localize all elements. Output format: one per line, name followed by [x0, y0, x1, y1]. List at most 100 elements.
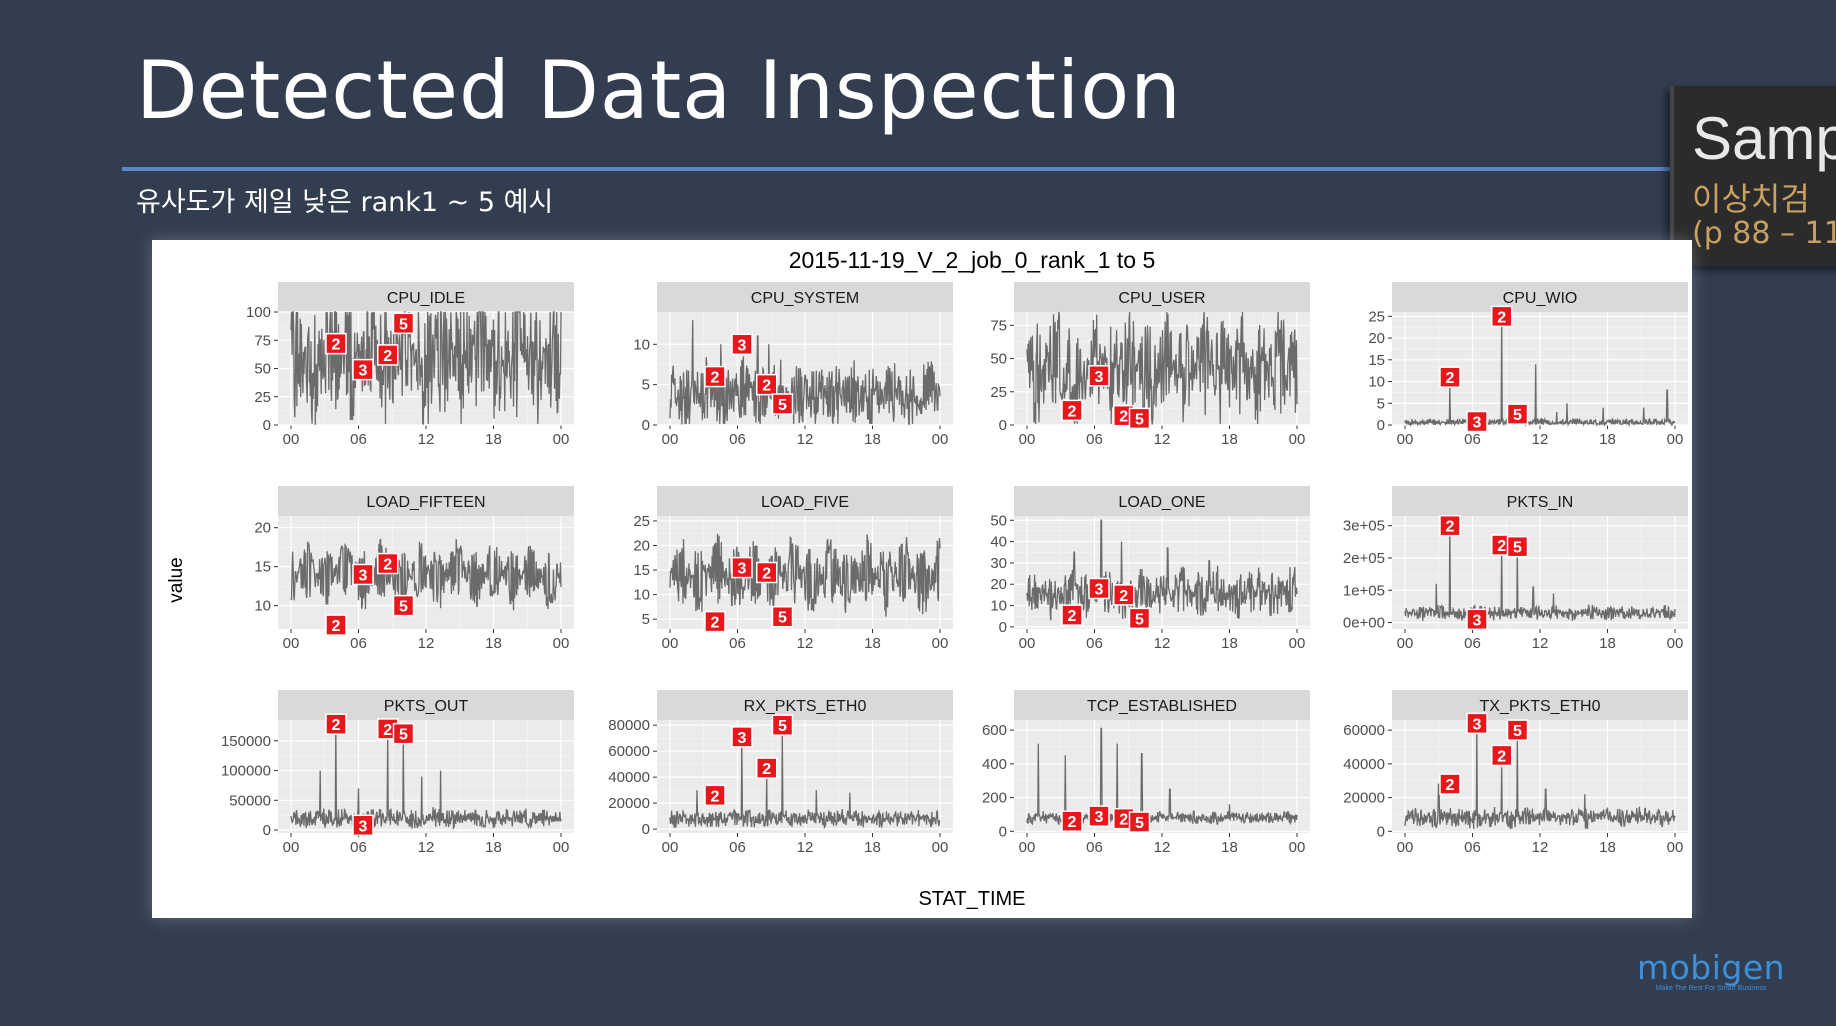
y-tick-label: 10 [254, 598, 271, 615]
x-tick-label: 06 [1086, 431, 1103, 448]
rank-marker-label: 5 [1513, 540, 1522, 557]
rank-marker: 3 [352, 563, 374, 586]
rank-marker-box [1439, 514, 1461, 537]
y-tick-label: 150000 [221, 733, 271, 750]
sample-callout-line3: (p 88 – 11 [1692, 216, 1836, 251]
x-tick-label: 06 [1464, 839, 1481, 856]
x-tick-label: 06 [1464, 635, 1481, 652]
x-tick-label: 00 [283, 431, 300, 448]
rank-marker-box [352, 563, 374, 586]
x-tick-label: 00 [662, 431, 679, 448]
x-tick-label: 06 [1464, 431, 1481, 448]
rank-marker-label: 5 [1135, 611, 1144, 628]
rank-marker-box [392, 594, 415, 617]
rank-marker-box [1128, 407, 1151, 430]
rank-marker-label: 2 [1497, 309, 1506, 326]
rank-marker: 2 [1439, 514, 1461, 537]
x-tick-label: 18 [1221, 431, 1238, 448]
rank-marker-label: 2 [332, 717, 341, 734]
rank-marker: 3 [1088, 577, 1110, 600]
rank-marker-label: 3 [1473, 612, 1482, 629]
y-tick-label: 50 [254, 361, 271, 378]
rank-marker-box [392, 312, 415, 335]
y-tick-label: 10 [990, 598, 1007, 615]
rank-marker-box [1506, 403, 1529, 425]
rank-marker: 2 [1061, 604, 1083, 626]
facet-strip-label: TCP_ESTABLISHED [1087, 698, 1237, 715]
rank-marker-box [325, 713, 347, 735]
rank-marker-label: 2 [762, 378, 771, 395]
y-axis-label: value [166, 557, 187, 602]
rank-marker-box [771, 605, 794, 628]
x-tick-label: 12 [418, 431, 435, 448]
y-tick-label: 80000 [608, 717, 650, 734]
rank-marker: 5 [1506, 403, 1529, 425]
title-divider [122, 167, 1670, 171]
x-tick-label: 12 [1154, 635, 1171, 652]
rank-marker: 5 [1128, 811, 1151, 833]
y-tick-label: 0 [1377, 823, 1385, 840]
facet-strip-label: CPU_SYSTEM [751, 290, 859, 307]
x-tick-label: 00 [1289, 431, 1306, 448]
rank-marker: 5 [771, 714, 794, 736]
facet-strip-label: PKTS_IN [1507, 494, 1574, 511]
rank-marker: 2 [756, 561, 778, 584]
x-tick-label: 18 [485, 431, 502, 448]
rank-marker-box [1128, 811, 1151, 833]
x-tick-label: 06 [729, 635, 746, 652]
rank-marker-label: 2 [1119, 409, 1128, 426]
facet-strip [278, 486, 574, 516]
logo-tagline: Make The Best For Smart Business [1655, 985, 1767, 992]
y-tick-label: 25 [633, 513, 650, 530]
y-tick-label: 75 [254, 332, 271, 349]
rank-marker-box [392, 722, 415, 745]
rank-marker: 2 [377, 552, 399, 575]
rank-marker-label: 2 [1068, 403, 1077, 420]
rank-marker: 5 [1506, 719, 1529, 741]
rank-marker: 2 [704, 610, 726, 633]
rank-marker: 3 [352, 358, 374, 381]
rank-marker-box [1061, 810, 1083, 832]
x-tick-label: 00 [1397, 839, 1414, 856]
x-tick-label: 18 [864, 839, 881, 856]
rank-marker-label: 3 [738, 561, 747, 578]
sample-callout-line1: Samp [1692, 105, 1836, 172]
y-tick-label: 100 [246, 304, 271, 321]
rank-marker-label: 2 [383, 557, 392, 574]
rank-marker: 3 [1466, 608, 1488, 631]
chart-title: 2015-11-19_V_2_job_0_rank_1 to 5 [789, 247, 1156, 273]
x-tick-label: 06 [1086, 839, 1103, 856]
x-tick-label: 00 [1397, 431, 1414, 448]
rank-marker-box [325, 332, 347, 355]
x-tick-label: 00 [1289, 839, 1306, 856]
rank-marker-label: 5 [778, 718, 787, 735]
x-tick-label: 18 [864, 431, 881, 448]
x-tick-label: 00 [1667, 431, 1684, 448]
x-tick-label: 18 [1599, 839, 1616, 856]
rank-marker-box [771, 393, 794, 415]
rank-marker-box [756, 561, 778, 584]
rank-marker-label: 3 [738, 730, 747, 747]
faceted-line-chart: 2015-11-19_V_2_job_0_rank_1 to 5 STAT_TIM… [166, 247, 1688, 910]
rank-marker-label: 3 [1095, 369, 1104, 386]
facet-strip [1014, 486, 1310, 516]
x-tick-label: 00 [553, 635, 570, 652]
rank-marker-box [377, 552, 399, 575]
rank-marker-label: 5 [778, 397, 787, 414]
rank-marker-box [756, 757, 778, 779]
rank-marker-box [1466, 410, 1488, 433]
rank-marker: 2 [1061, 399, 1083, 422]
rank-marker-label: 2 [332, 337, 341, 354]
rank-marker: 3 [352, 814, 374, 837]
rank-marker: 3 [1088, 805, 1110, 827]
rank-marker: 2 [1439, 366, 1461, 388]
series-line [290, 725, 562, 830]
rank-marker-label: 2 [711, 615, 720, 632]
rank-marker-label: 2 [1446, 370, 1455, 387]
